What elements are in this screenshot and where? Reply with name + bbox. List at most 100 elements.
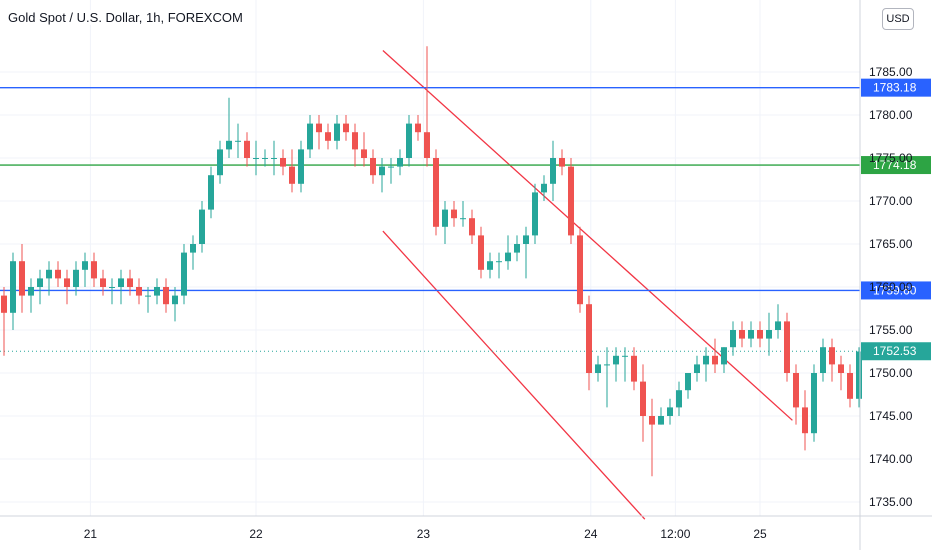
candle-body xyxy=(208,175,214,210)
candle-body xyxy=(100,278,106,287)
candle-body xyxy=(244,140,250,158)
candle-body xyxy=(37,278,43,287)
candle-body xyxy=(667,407,673,416)
candle-body xyxy=(271,158,277,159)
candle-body xyxy=(496,261,502,263)
time-tick-label: 22 xyxy=(249,527,263,541)
candle-body xyxy=(748,330,754,339)
candle-body xyxy=(370,158,376,176)
price-tick-label: 1770.00 xyxy=(869,194,913,208)
currency-button[interactable]: USD xyxy=(882,8,914,30)
candle-body xyxy=(307,123,313,150)
candle-body xyxy=(730,330,736,348)
candle-body xyxy=(550,158,556,184)
candle-body xyxy=(856,351,862,399)
candle-body xyxy=(541,183,547,193)
candle-body xyxy=(46,269,52,279)
symbol-title: Gold Spot / U.S. Dollar, 1h, FOREXCOM xyxy=(6,10,245,25)
level-price-label: 1759.60 xyxy=(873,283,917,297)
candle-body xyxy=(424,132,430,158)
candle-body xyxy=(190,244,196,253)
candle-body xyxy=(1,295,7,313)
candle-body xyxy=(757,330,763,339)
last-price-label: 1752.53 xyxy=(873,344,917,358)
candle-body xyxy=(136,287,142,296)
time-tick-label: 23 xyxy=(417,527,431,541)
candle-body xyxy=(397,158,403,167)
candle-body xyxy=(181,252,187,296)
candle-body xyxy=(154,287,160,296)
candle-body xyxy=(649,416,655,425)
price-tick-label: 1735.00 xyxy=(869,495,913,509)
candle-body xyxy=(253,158,259,159)
candle-body xyxy=(109,287,115,288)
candle-body xyxy=(577,235,583,305)
candle-body xyxy=(640,381,646,416)
candle-body xyxy=(568,166,574,236)
candle-body xyxy=(199,209,205,244)
level-price-label: 1774.18 xyxy=(873,158,917,172)
candle-body xyxy=(604,364,610,366)
candle-body xyxy=(127,278,133,287)
candle-body xyxy=(811,373,817,434)
candle-body xyxy=(820,347,826,373)
candle-body xyxy=(469,218,475,236)
price-tick-label: 1765.00 xyxy=(869,237,913,251)
candle-body xyxy=(379,166,385,176)
candle-body xyxy=(460,218,466,220)
last-price-tag xyxy=(861,342,931,361)
candle-body xyxy=(352,132,358,150)
time-tick-label: 24 xyxy=(584,527,598,541)
candle-body xyxy=(55,269,61,279)
level-price-tag xyxy=(861,281,931,300)
candle-body xyxy=(298,149,304,184)
candle-body xyxy=(838,364,844,373)
candle-body xyxy=(325,132,331,141)
time-tick-label: 25 xyxy=(753,527,767,541)
candle-body xyxy=(847,373,853,399)
candle-body xyxy=(91,261,97,279)
candle-body xyxy=(739,330,745,339)
candle-body xyxy=(442,209,448,227)
candle-body xyxy=(595,364,601,373)
candle-body xyxy=(433,158,439,227)
price-axis: 1735.00 1740.00 1745.00 1750.00 1755.00 1760.… xyxy=(859,0,913,550)
descending-channel xyxy=(382,50,793,520)
time-axis: 21 22 23 24 12:00 25 xyxy=(0,515,932,541)
candle-body xyxy=(280,158,286,167)
candle-body xyxy=(784,321,790,373)
candle-body xyxy=(361,149,367,158)
candle-body xyxy=(64,278,70,287)
candle-body xyxy=(721,347,727,365)
time-tick-label: 12:00 xyxy=(660,527,690,541)
candle-body xyxy=(118,278,124,287)
candle-body xyxy=(28,287,34,296)
candle-body xyxy=(478,235,484,270)
price-tick-label: 1755.00 xyxy=(869,323,913,337)
candle-body xyxy=(694,364,700,373)
candle-body xyxy=(703,355,709,365)
candle-body xyxy=(217,149,223,176)
candle-body xyxy=(163,287,169,305)
candle-body xyxy=(451,209,457,219)
candle-body xyxy=(505,252,511,262)
candle-body xyxy=(334,123,340,141)
candle-body xyxy=(145,295,151,297)
candle-body xyxy=(532,192,538,236)
candle-body xyxy=(343,123,349,133)
candle-body xyxy=(262,158,268,159)
candle-body xyxy=(559,158,565,167)
candle-body xyxy=(622,355,628,357)
price-tick-label: 1750.00 xyxy=(869,366,913,380)
price-tick-label: 1785.00 xyxy=(869,65,913,79)
candle-body xyxy=(289,166,295,184)
candle-body xyxy=(388,166,394,168)
candle-body xyxy=(514,244,520,253)
candle-body xyxy=(712,355,718,365)
candle-body xyxy=(586,304,592,373)
level-price-label: 1783.18 xyxy=(873,81,917,95)
price-tick-label: 1745.00 xyxy=(869,409,913,423)
candle-body xyxy=(775,321,781,330)
level-price-tag xyxy=(861,156,931,175)
